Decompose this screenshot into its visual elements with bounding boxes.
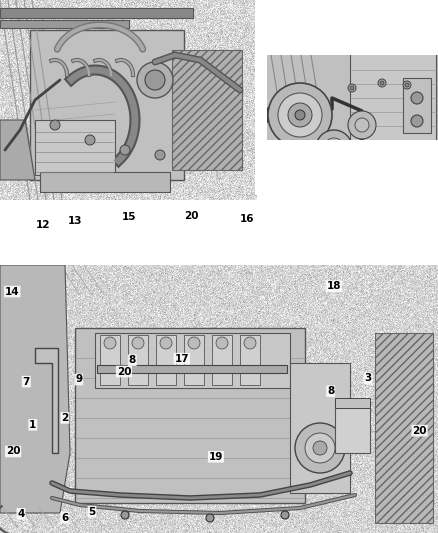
Bar bbox=[100, 335, 120, 385]
Circle shape bbox=[155, 150, 165, 160]
Text: 20: 20 bbox=[6, 447, 21, 456]
Circle shape bbox=[104, 337, 116, 349]
Bar bbox=[0, 200, 438, 265]
Text: 6: 6 bbox=[61, 513, 68, 522]
Circle shape bbox=[288, 103, 312, 127]
Text: 16: 16 bbox=[240, 214, 255, 223]
Bar bbox=[0, 20, 128, 28]
Text: 4: 4 bbox=[18, 509, 25, 519]
Circle shape bbox=[350, 86, 354, 90]
Bar bbox=[35, 120, 115, 175]
Bar bbox=[262, 140, 438, 195]
Circle shape bbox=[188, 337, 200, 349]
Bar bbox=[335, 403, 370, 453]
Bar bbox=[95, 333, 290, 388]
Circle shape bbox=[295, 423, 345, 473]
Text: 15: 15 bbox=[121, 212, 136, 222]
Bar bbox=[97, 365, 287, 373]
Bar bbox=[255, 0, 267, 195]
Bar bbox=[156, 335, 176, 385]
Text: 8: 8 bbox=[327, 386, 334, 396]
Circle shape bbox=[313, 441, 327, 455]
Circle shape bbox=[278, 93, 322, 137]
Text: 19: 19 bbox=[209, 452, 223, 462]
Circle shape bbox=[121, 511, 129, 519]
Bar bbox=[75, 328, 305, 503]
Text: 5: 5 bbox=[88, 507, 95, 516]
Circle shape bbox=[411, 92, 423, 104]
Bar bbox=[375, 333, 433, 523]
Circle shape bbox=[411, 115, 423, 127]
Bar bbox=[372, 166, 436, 188]
Polygon shape bbox=[0, 265, 70, 513]
Text: 9: 9 bbox=[75, 375, 82, 384]
Bar bbox=[212, 335, 232, 385]
Circle shape bbox=[380, 81, 384, 85]
Circle shape bbox=[206, 514, 214, 522]
Text: 20: 20 bbox=[184, 212, 198, 221]
Text: 18: 18 bbox=[326, 281, 341, 291]
Circle shape bbox=[305, 433, 335, 463]
Bar bbox=[290, 363, 350, 493]
Circle shape bbox=[403, 81, 411, 89]
Text: 20: 20 bbox=[412, 426, 427, 435]
Circle shape bbox=[132, 337, 144, 349]
Bar bbox=[172, 50, 242, 170]
Text: 12: 12 bbox=[35, 220, 50, 230]
Circle shape bbox=[316, 130, 352, 166]
Circle shape bbox=[281, 511, 289, 519]
Text: 17: 17 bbox=[174, 354, 189, 364]
Text: 13: 13 bbox=[68, 216, 83, 226]
Circle shape bbox=[160, 337, 172, 349]
Circle shape bbox=[268, 83, 332, 147]
Bar bbox=[262, 0, 438, 55]
Bar bbox=[350, 38, 436, 173]
Bar bbox=[128, 335, 148, 385]
Bar bbox=[262, 9, 438, 173]
Text: 20: 20 bbox=[117, 367, 131, 376]
Bar bbox=[403, 78, 431, 133]
Circle shape bbox=[244, 337, 256, 349]
Circle shape bbox=[216, 337, 228, 349]
Text: 14: 14 bbox=[5, 287, 20, 296]
Circle shape bbox=[50, 120, 60, 130]
Circle shape bbox=[295, 110, 305, 120]
Circle shape bbox=[120, 145, 130, 155]
Bar bbox=[0, 8, 193, 18]
Circle shape bbox=[378, 79, 386, 87]
Text: 2: 2 bbox=[61, 413, 68, 423]
Circle shape bbox=[348, 111, 376, 139]
Bar bbox=[335, 398, 370, 408]
Circle shape bbox=[355, 118, 369, 132]
Circle shape bbox=[85, 135, 95, 145]
Text: 7: 7 bbox=[23, 377, 30, 386]
Text: 1: 1 bbox=[29, 420, 36, 430]
Bar bbox=[40, 172, 170, 192]
Text: 8: 8 bbox=[129, 356, 136, 365]
Polygon shape bbox=[0, 120, 35, 180]
Circle shape bbox=[145, 70, 165, 90]
Circle shape bbox=[405, 83, 409, 87]
Bar bbox=[240, 335, 260, 385]
Circle shape bbox=[348, 84, 356, 92]
Text: 3: 3 bbox=[364, 374, 371, 383]
Circle shape bbox=[137, 62, 173, 98]
Bar bbox=[30, 30, 184, 180]
Circle shape bbox=[324, 138, 344, 158]
Bar bbox=[184, 335, 204, 385]
Polygon shape bbox=[35, 348, 58, 453]
